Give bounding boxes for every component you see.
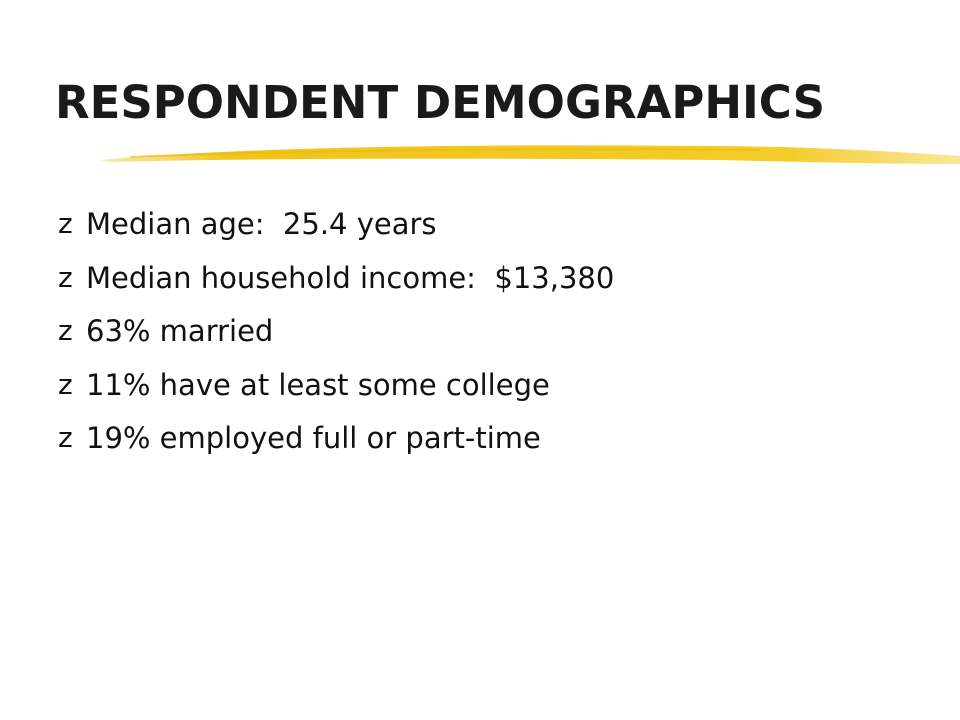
bullet-item: z 11% have at least some college: [58, 368, 614, 422]
bullet-item: z Median household income: $13,380: [58, 261, 614, 315]
bullet-text: 19% employed full or part-time: [86, 421, 541, 455]
bullet-list: z Median age: 25.4 years z Median household…: [58, 207, 614, 475]
bullet-glyph: z: [58, 260, 73, 294]
bullet-glyph: z: [58, 207, 73, 240]
bullet-glyph: z: [58, 314, 73, 347]
bullet-item: z 19% employed full or part-time: [58, 421, 614, 475]
bullet-text: Median household income: $13,380: [86, 260, 615, 295]
brush-underline: [100, 145, 960, 164]
bullet-text: Median age: 25.4 years: [86, 207, 437, 241]
bullet-glyph: z: [58, 367, 73, 401]
bullet-item: z Median age: 25.4 years: [58, 207, 614, 261]
bullet-text: 63% married: [86, 314, 274, 348]
slide-title: RESPONDENT DEMOGRAPHICS: [55, 76, 826, 129]
bullet-glyph: z: [58, 421, 73, 454]
bullet-item: z 63% married: [58, 314, 614, 368]
bullet-text: 11% have at least some college: [86, 367, 550, 402]
